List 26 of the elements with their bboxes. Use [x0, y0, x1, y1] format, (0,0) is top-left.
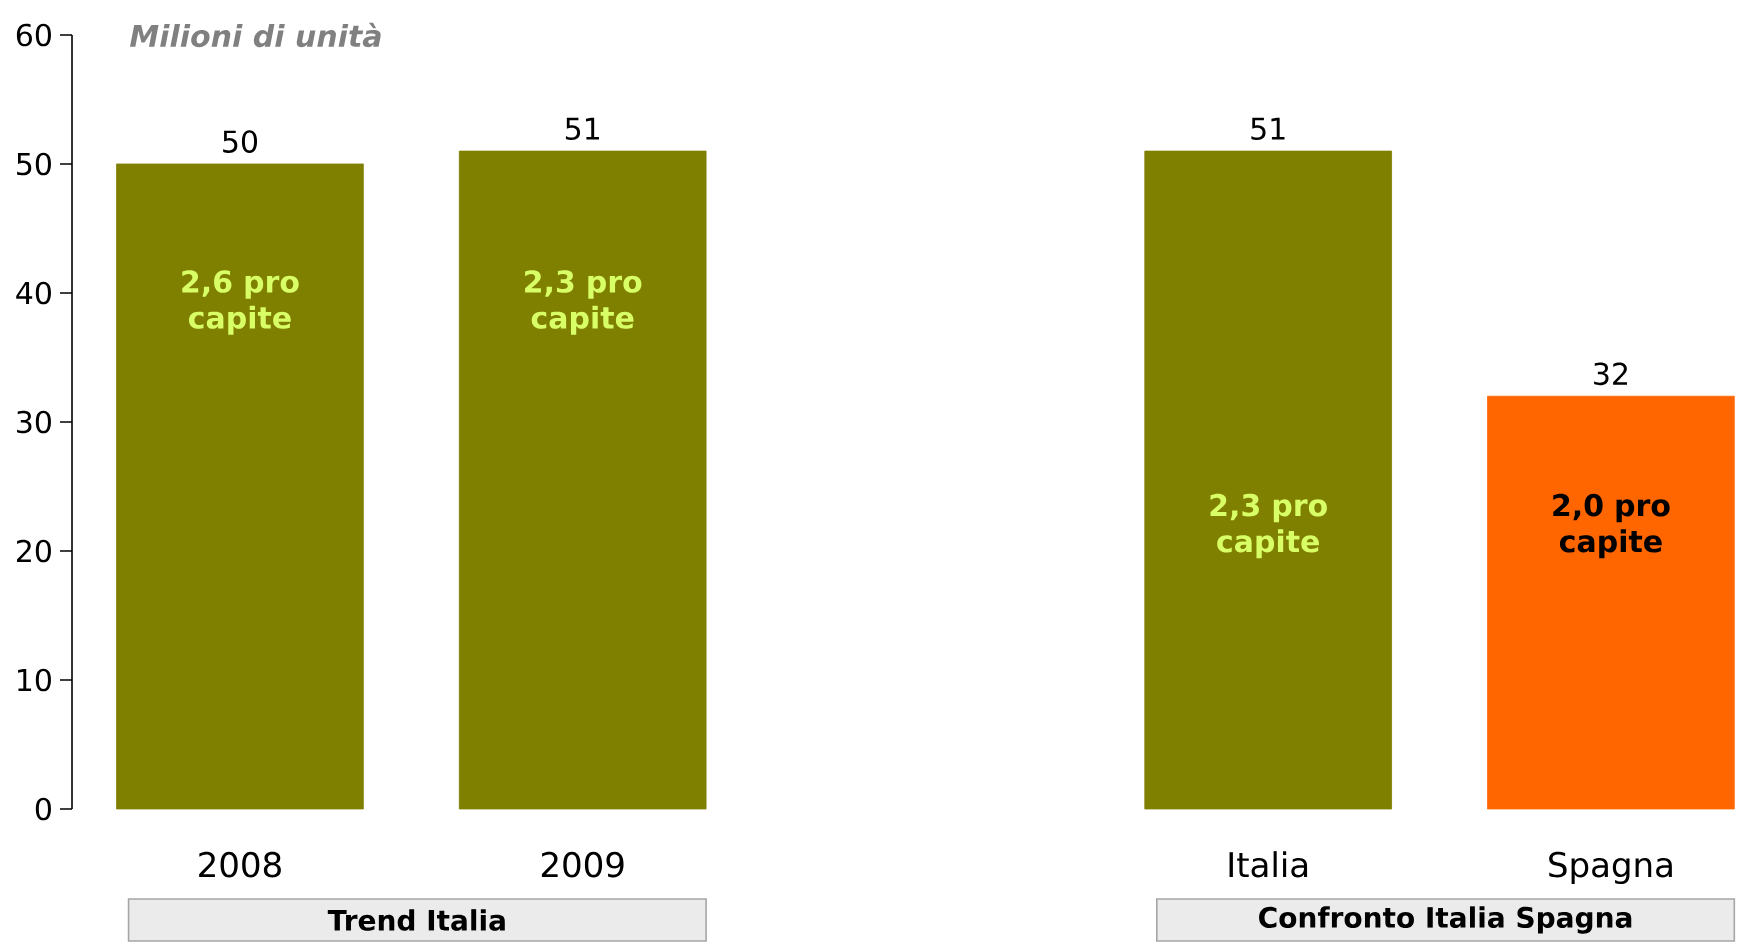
- y-tick-label: 40: [16, 281, 51, 305]
- y-tick-label: 20: [16, 539, 51, 563]
- data-label: 51: [565, 117, 599, 141]
- x-tick-label: 2008: [199, 851, 281, 878]
- annotation: 2,6 pro capite: [182, 270, 299, 335]
- text: Trend Italia: [327, 909, 505, 931]
- y-tick-label: 10: [18, 668, 51, 692]
- x-tick-label: Italia: [1229, 851, 1308, 878]
- text: Confronto Italia Spagna: [1259, 906, 1632, 934]
- annotation: 2,3 pro capite: [525, 270, 642, 335]
- y-tick-label: 0: [35, 797, 51, 821]
- annotation: 2,3 pro capite: [1210, 493, 1327, 559]
- bar: [116, 163, 364, 810]
- y-tick-label: 50: [17, 152, 51, 176]
- x-tick-label: Spagna: [1549, 851, 1672, 885]
- bar: [1487, 395, 1735, 810]
- y-axis-title: Milioni di unità: [129, 22, 381, 48]
- y-tick-label: 30: [17, 410, 51, 434]
- x-tick-label: 2009: [541, 851, 624, 878]
- bar: [458, 150, 707, 810]
- data-label: 51: [1251, 117, 1285, 141]
- data-label: 50: [223, 130, 258, 153]
- annotation: 2,0 pro capite: [1553, 493, 1670, 559]
- data-label: 32: [1594, 362, 1627, 386]
- y-tick-label: 60: [16, 23, 51, 47]
- bar: [1144, 150, 1392, 810]
